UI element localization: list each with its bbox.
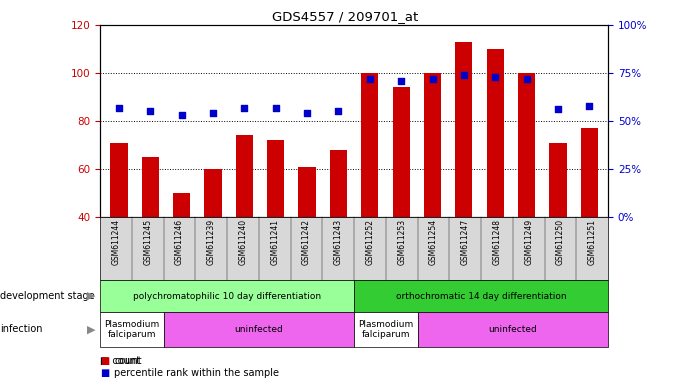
Text: GSM611248: GSM611248 [493,219,502,265]
Text: uninfected: uninfected [489,325,537,334]
Bar [580,128,598,217]
Point [145,108,156,114]
Bar [173,193,190,217]
Text: percentile rank within the sample: percentile rank within the sample [114,368,279,378]
Point [552,106,563,113]
Text: GSM611245: GSM611245 [143,219,152,265]
Text: uninfected: uninfected [234,325,283,334]
Text: ■: ■ [100,368,109,378]
Text: ■ count: ■ count [100,356,140,366]
Text: GSM611244: GSM611244 [111,219,120,265]
Point [207,110,218,116]
Bar [111,142,128,217]
Point [364,76,375,82]
Bar [361,73,379,217]
Bar [549,142,567,217]
Point [333,108,344,114]
Text: GSM611253: GSM611253 [397,219,406,265]
Point [301,110,312,116]
Text: ▶: ▶ [87,291,95,301]
Point [239,104,250,111]
Bar [142,157,159,217]
Text: GSM611250: GSM611250 [556,219,565,265]
Text: Plasmodium
falciparum: Plasmodium falciparum [358,320,413,339]
Point [427,76,438,82]
Point [396,78,407,84]
Text: polychromatophilic 10 day differentiation: polychromatophilic 10 day differentiatio… [133,291,321,301]
Text: ▶: ▶ [87,324,95,334]
Text: GSM611241: GSM611241 [270,219,279,265]
Bar [330,150,347,217]
Bar [424,73,441,217]
Point [458,72,469,78]
Text: GSM611249: GSM611249 [524,219,533,265]
Point [584,103,595,109]
Bar [455,42,473,217]
Bar [486,49,504,217]
Bar [267,140,285,217]
Text: Plasmodium
falciparum: Plasmodium falciparum [104,320,160,339]
Text: GSM611240: GSM611240 [238,219,247,265]
Text: infection: infection [0,324,43,334]
Text: GDS4557 / 209701_at: GDS4557 / 209701_at [272,10,419,23]
Point [521,76,532,82]
Point [113,104,124,111]
Point [176,112,187,118]
Text: GSM611254: GSM611254 [429,219,438,265]
Text: GSM611242: GSM611242 [302,219,311,265]
Text: GSM611247: GSM611247 [461,219,470,265]
Bar [236,136,253,217]
Text: GSM611251: GSM611251 [588,219,597,265]
Text: GSM611246: GSM611246 [175,219,184,265]
Bar [392,88,410,217]
Text: orthochromatic 14 day differentiation: orthochromatic 14 day differentiation [396,291,567,301]
Point [490,74,501,80]
Bar [205,169,222,217]
Text: GSM611252: GSM611252 [366,219,375,265]
Text: ■: ■ [100,356,109,366]
Text: development stage: development stage [0,291,95,301]
Text: GSM611239: GSM611239 [207,219,216,265]
Bar [299,167,316,217]
Point [270,104,281,111]
Bar [518,73,536,217]
Text: count: count [114,356,142,366]
Text: GSM611243: GSM611243 [334,219,343,265]
